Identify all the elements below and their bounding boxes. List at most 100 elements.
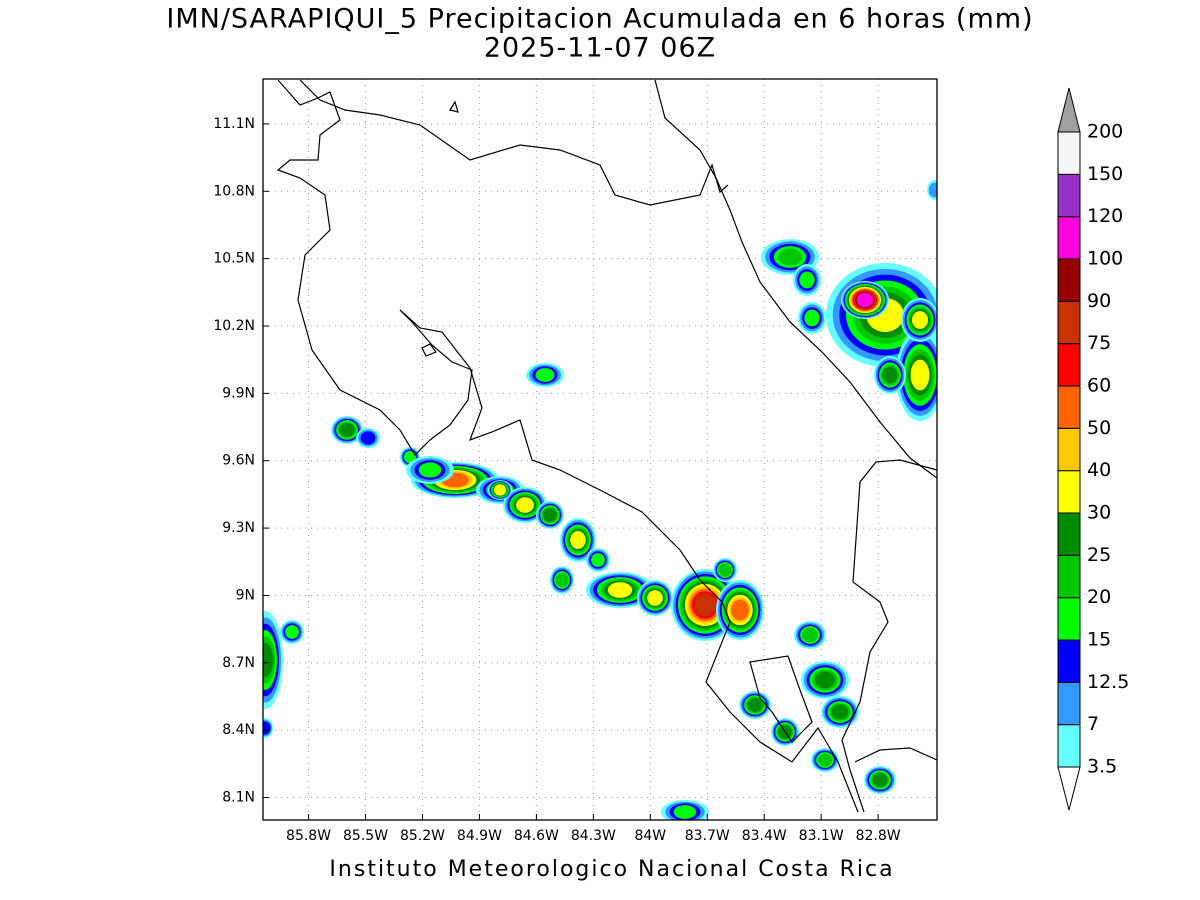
precip-contour (799, 271, 815, 289)
precip-contour (731, 599, 749, 621)
precip-contour (339, 423, 355, 437)
x-tick-label: 85.8W (286, 828, 331, 844)
y-tick-label: 9N (236, 587, 255, 603)
coastlines (276, 79, 937, 813)
coastline (449, 100, 459, 113)
colorbar-label: 40 (1087, 459, 1111, 481)
colorbar-label: 30 (1087, 502, 1111, 524)
colorbar-label: 50 (1087, 417, 1111, 439)
x-tick-label: 85.5W (343, 828, 388, 844)
precip-contour (910, 359, 930, 391)
colorbar-over (1057, 87, 1081, 133)
x-tick-label: 84.9W (457, 828, 502, 844)
colorbar-segment (1057, 639, 1081, 683)
y-tick-label: 8.4N (222, 722, 255, 738)
precip-contour (418, 462, 442, 478)
colorbar-segment (1057, 385, 1081, 429)
y-tick-label: 10.8N (213, 183, 255, 199)
coastline (421, 343, 437, 357)
x-tick-label: 85.2W (400, 828, 445, 844)
y-tick-label: 10.2N (213, 318, 255, 334)
y-tick-label: 11.1N (213, 116, 255, 132)
x-tick-label: 83.1W (799, 828, 844, 844)
precip-contour (535, 368, 555, 382)
coastline (841, 459, 937, 813)
precip-contour (570, 531, 586, 549)
precip-contour (815, 671, 835, 689)
precip-contour (263, 721, 271, 735)
precip-contour (778, 248, 802, 266)
precip-contour (911, 311, 929, 329)
precip-contour (493, 484, 507, 496)
precip-contour (747, 698, 763, 712)
colorbar-label: 150 (1087, 163, 1123, 185)
precipitation-field (263, 180, 937, 820)
colorbar-segment (1057, 131, 1081, 175)
y-tick-label: 9.3N (222, 520, 255, 536)
colorbar-label: 25 (1087, 544, 1111, 566)
coastline (399, 309, 859, 813)
precip-contour (831, 704, 849, 720)
colorbar-segment (1057, 343, 1081, 387)
colorbar-label: 15 (1087, 629, 1111, 651)
x-tick-label: 83.7W (685, 828, 730, 844)
precip-contour (263, 642, 274, 678)
colorbar-under (1057, 766, 1081, 811)
colorbar-label: 90 (1087, 290, 1111, 312)
coastline (654, 79, 937, 479)
colorbar-segment (1057, 724, 1081, 768)
map-title: IMN/SARAPIQUI_5 Precipitacion Acumulada … (166, 4, 1033, 35)
colorbar-label: 75 (1087, 332, 1111, 354)
colorbar-label: 12.5 (1087, 671, 1129, 693)
precip-contour (882, 366, 898, 384)
precip-contour (591, 553, 605, 567)
x-tick-label: 84W (634, 828, 666, 844)
precip-contour (607, 582, 633, 598)
colorbar-segment (1057, 681, 1081, 726)
colorbar-label: 7 (1087, 713, 1099, 735)
colorbar-segment (1057, 258, 1081, 302)
coastline (854, 747, 937, 763)
colorbar-segment (1057, 597, 1081, 641)
colorbar-segment (1057, 300, 1081, 345)
colorbar-segment (1057, 427, 1081, 472)
precip-contour (285, 625, 299, 639)
colorbar-label: 120 (1087, 205, 1123, 227)
y-tick-label: 9.6N (222, 453, 255, 469)
y-tick-label: 9.9N (222, 385, 255, 401)
credit: Instituto Meteorologico Nacional Costa R… (329, 857, 894, 882)
precip-contour (516, 497, 534, 513)
colorbar-label: 20 (1087, 586, 1111, 608)
colorbar-segment (1057, 554, 1081, 599)
coastline (299, 79, 729, 206)
x-tick-label: 84.3W (571, 828, 616, 844)
colorbar-segment (1057, 173, 1081, 218)
colorbar-segment (1057, 216, 1081, 260)
precip-contour (872, 773, 888, 787)
colorbar-segment (1057, 512, 1081, 556)
precip-contour (543, 508, 557, 522)
y-tick-label: 8.7N (222, 655, 255, 671)
plot-frame (262, 78, 938, 821)
precip-contour (802, 627, 818, 643)
precip-contour (856, 292, 874, 308)
x-tick-label: 82.8W (856, 828, 901, 844)
precip-contour (555, 572, 569, 588)
y-tick-label: 10.5N (213, 251, 255, 267)
colorbar: 3.5 7 12.5 15 20 25 30 40 50 60 75 90 100 120 150 200 (1057, 87, 1129, 811)
precip-contour (817, 753, 833, 767)
x-tick-label: 84.6W (514, 828, 559, 844)
coastline (749, 655, 813, 743)
colorbar-label: 100 (1087, 248, 1123, 270)
colorbar-segment (1057, 470, 1081, 514)
precip-contour (804, 309, 820, 327)
precip-contour (694, 593, 716, 617)
precip-contour (673, 805, 697, 819)
colorbar-label: 3.5 (1087, 756, 1117, 778)
colorbar-label: 60 (1087, 375, 1111, 397)
precip-contour (928, 182, 937, 198)
precip-contour (647, 590, 663, 606)
map-subtitle: 2025-11-07 06Z (484, 33, 716, 64)
y-tick-label: 8.1N (222, 790, 255, 806)
